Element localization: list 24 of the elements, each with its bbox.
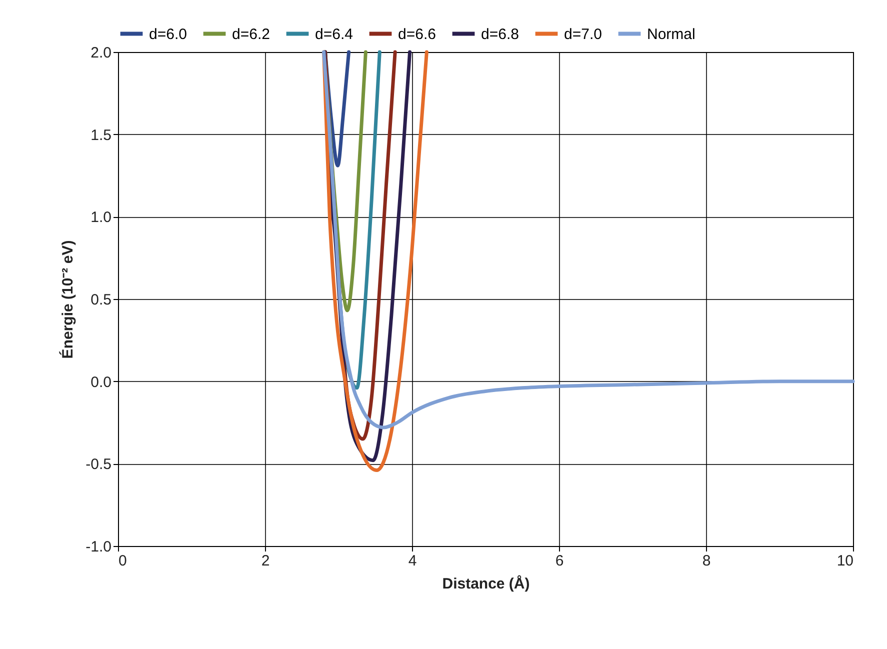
x-axis-title: Distance (Å) bbox=[442, 574, 530, 592]
y-axis-title: Énergie (10⁻² eV) bbox=[58, 240, 77, 359]
x-tick-label: 4 bbox=[408, 552, 417, 570]
legend-label: d=7.0 bbox=[564, 26, 602, 43]
legend-label: d=6.4 bbox=[315, 26, 353, 43]
legend-label: d=6.2 bbox=[232, 26, 270, 43]
x-tick-label: 8 bbox=[702, 552, 711, 570]
y-tick-label: 1.5 bbox=[90, 126, 112, 144]
y-tick-label: 0.0 bbox=[90, 374, 112, 391]
y-tick-label: -1.0 bbox=[86, 538, 112, 556]
y-tick-label: 1.0 bbox=[90, 209, 112, 226]
y-tick-label: 0.5 bbox=[90, 292, 112, 308]
legend-label: Normal bbox=[647, 26, 696, 43]
legend-label: d=6.0 bbox=[149, 26, 187, 43]
line-series bbox=[322, 50, 855, 430]
x-tick-label: 0 bbox=[118, 552, 127, 570]
y-tick-label: -0.5 bbox=[86, 456, 112, 474]
line-series bbox=[322, 50, 428, 472]
x-tick-label: 2 bbox=[261, 552, 270, 570]
x-tick-label: 6 bbox=[555, 552, 564, 570]
legend-label: d=6.6 bbox=[398, 26, 436, 43]
x-tick-label: 10 bbox=[836, 552, 854, 570]
legend-label: d=6.8 bbox=[481, 26, 519, 43]
y-tick-label: 2.0 bbox=[90, 44, 112, 62]
